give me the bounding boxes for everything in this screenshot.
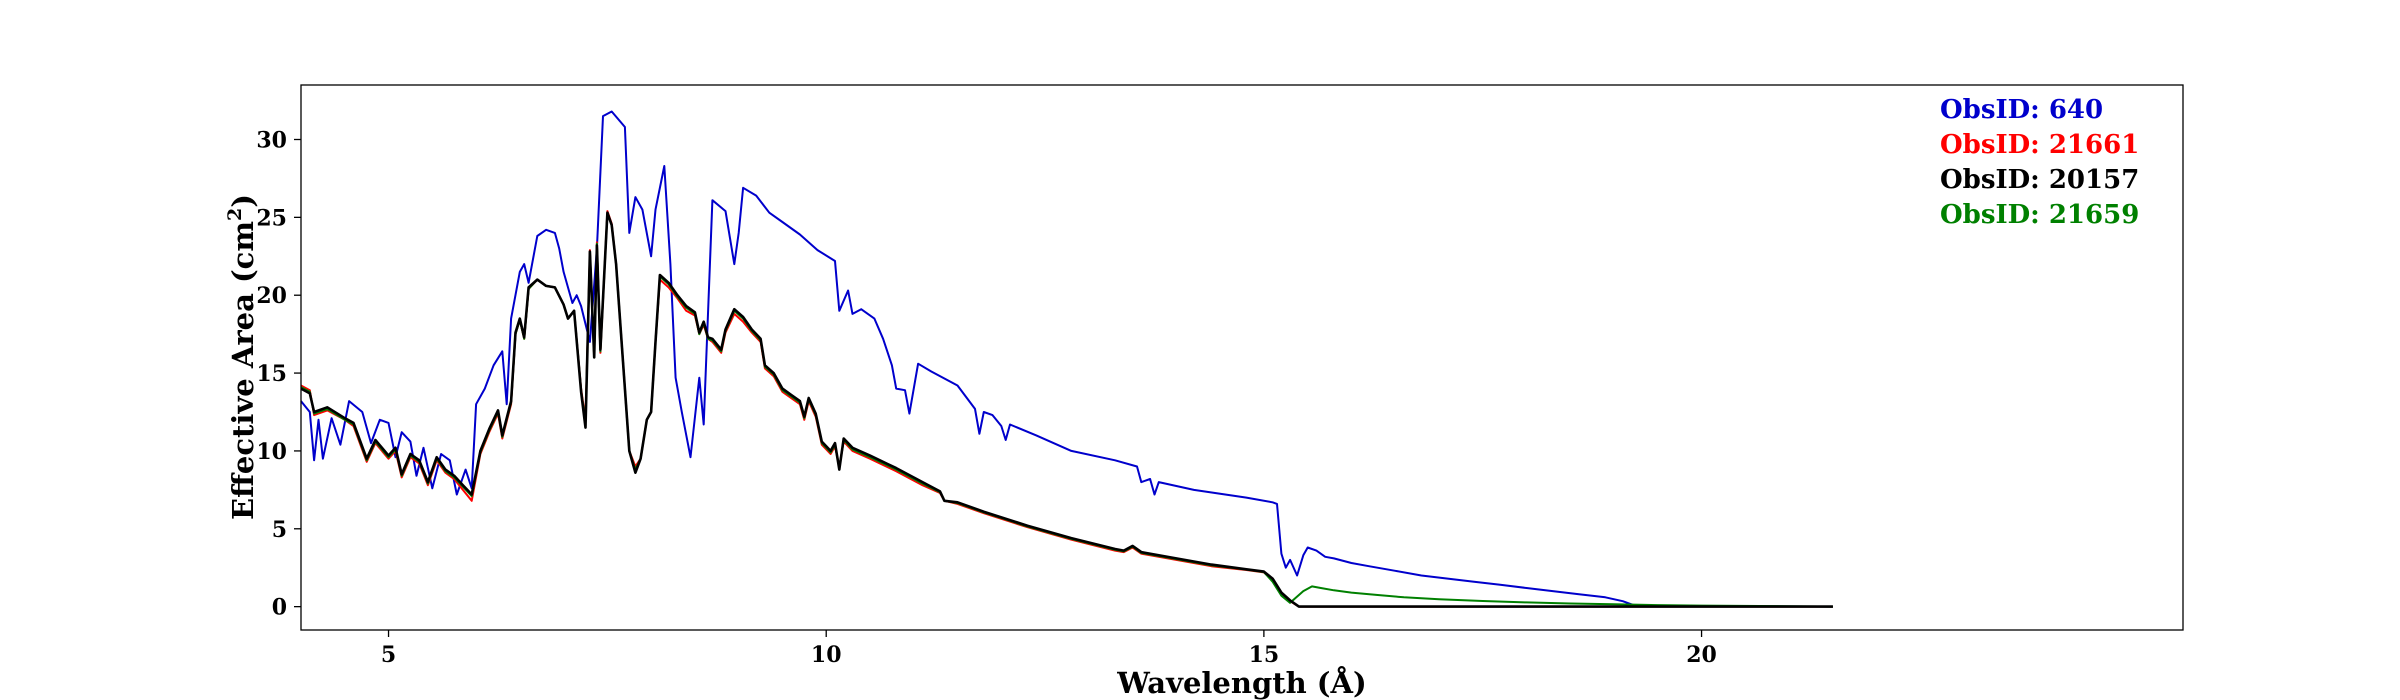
plot-frame xyxy=(300,84,2184,631)
y-axis-ticks: 0 5 10 15 20 25 30 xyxy=(256,128,301,621)
x-tick-label-3: 20 xyxy=(1686,642,1717,668)
x-tick-label-2: 15 xyxy=(1249,642,1280,668)
series-line-2 xyxy=(300,211,1833,608)
y-axis-label: Effective Area (cm2) xyxy=(224,194,260,520)
legend-entry-3: ObsID: 21659 xyxy=(1940,200,2139,230)
y-tick-label-3: 15 xyxy=(256,361,287,387)
y-tick-label-4: 20 xyxy=(256,283,287,309)
y-tick-label-6: 30 xyxy=(256,128,287,154)
legend: ObsID: 640 ObsID: 21661 ObsID: 20157 ObsID:… xyxy=(1940,95,2139,230)
y-axis-label-main: Effective Area (cm xyxy=(226,221,260,520)
x-tick-label-1: 10 xyxy=(811,642,842,668)
legend-entry-2: ObsID: 20157 xyxy=(1940,165,2139,195)
x-axis-ticks: 5 10 15 20 xyxy=(381,630,1717,668)
y-tick-label-1: 5 xyxy=(272,517,287,543)
x-tick-label-0: 5 xyxy=(381,642,396,668)
y-tick-label-5: 25 xyxy=(256,205,287,231)
legend-entry-1: ObsID: 21661 xyxy=(1940,130,2139,160)
y-axis-label-close: ) xyxy=(226,194,260,208)
series-layer xyxy=(300,110,1833,608)
series-line-0 xyxy=(300,110,1833,608)
legend-entry-0: ObsID: 640 xyxy=(1940,95,2103,125)
x-axis-label: Wavelength (Å) xyxy=(1116,665,1367,700)
y-tick-label-0: 0 xyxy=(272,595,287,621)
y-axis-label-superscript: 2 xyxy=(224,208,246,221)
y-tick-label-2: 10 xyxy=(256,439,287,465)
